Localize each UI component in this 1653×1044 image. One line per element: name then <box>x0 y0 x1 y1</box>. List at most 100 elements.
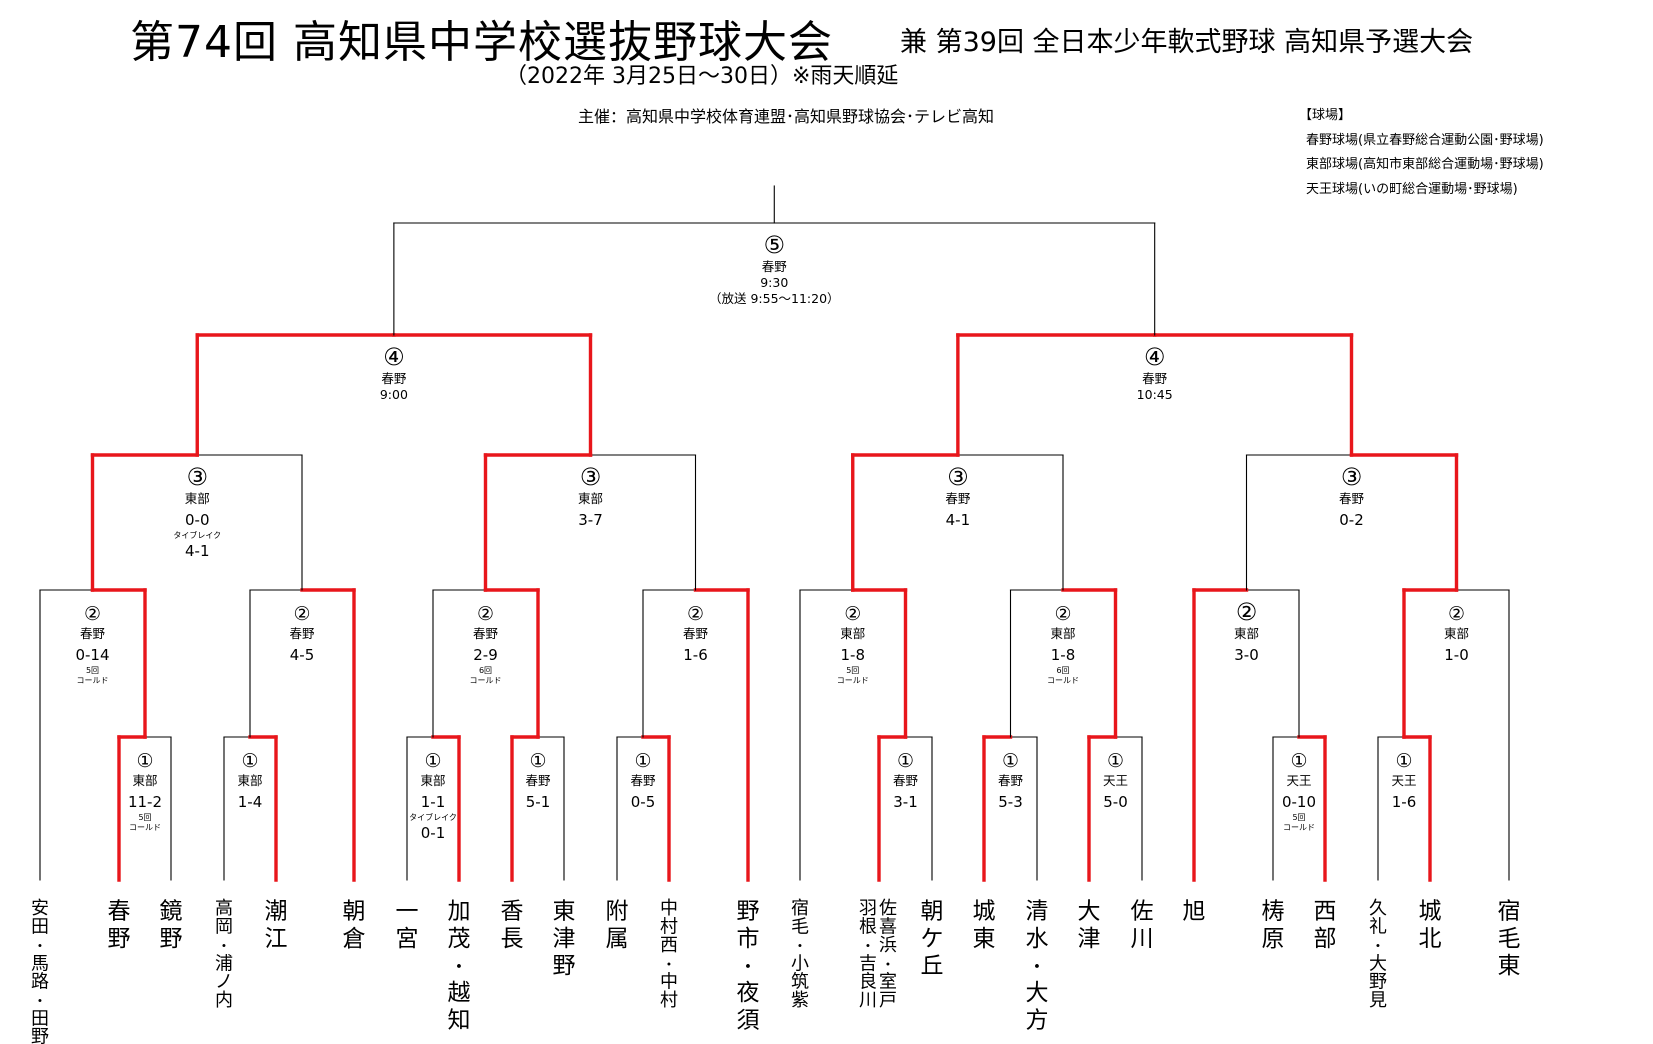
t2-name-char: 野 <box>108 926 131 952</box>
r2m8-venue: 東部 <box>1444 626 1469 641</box>
t6-name-char: 朝 <box>343 899 366 925</box>
t15-name-char: 良 <box>859 972 877 993</box>
r1m1-note-called: コールド <box>129 823 161 832</box>
r3m4-round-label: ③ <box>1341 463 1363 491</box>
t4-name-char: ノ <box>215 972 233 993</box>
r5m1-round-label: ⑤ <box>764 231 786 259</box>
r1m2-score: 1-4 <box>238 793 263 811</box>
t1-name-char: 野 <box>31 1027 49 1044</box>
r3m4-venue: 春野 <box>1339 491 1365 506</box>
venue-item-tenno: 天王球場(いの町総合運動場･野球場) <box>1306 181 1518 197</box>
r4m2-venue: 春野 <box>1142 371 1168 386</box>
t22-name-char: 梼 <box>1262 899 1285 925</box>
t4-name-char: ・ <box>217 939 231 955</box>
t13-name-char: 夜 <box>737 980 760 1006</box>
t24-name-char: 大 <box>1369 953 1387 974</box>
r1m7-venue: 春野 <box>998 773 1024 788</box>
r1m3-venue: 東部 <box>420 773 445 788</box>
t9-name-char: 香 <box>501 899 524 925</box>
venue-item-haruno: 春野球場(県立春野総合運動公園･野球場) <box>1306 132 1544 148</box>
r2m2-round-label: ② <box>293 603 310 625</box>
page-subtitle: 兼 第39回 全日本少年軟式野球 高知県予選大会 <box>900 27 1474 58</box>
r1m1-score: 11-2 <box>128 793 162 811</box>
t11-name-char: 属 <box>606 926 629 952</box>
t13-name-char: 野 <box>737 899 760 925</box>
t12-name-char: 中 <box>660 898 678 919</box>
r1m1-round-label: ① <box>136 750 153 772</box>
t26-name-char: 宿 <box>1498 899 1521 925</box>
t15-name-char: 羽 <box>859 898 877 919</box>
t12-name-char: ・ <box>662 957 676 973</box>
r3m1-venue: 東部 <box>185 491 210 506</box>
t1-name-char: 馬 <box>31 953 49 974</box>
t13-name-char: ・ <box>739 957 757 978</box>
r1m3-score: 1-1 <box>421 793 446 811</box>
t18-name-char: 清 <box>1026 899 1049 925</box>
t10-name-char: 津 <box>553 926 576 952</box>
r5m1-time: 9:30 <box>760 275 788 290</box>
r2m8-round-label: ② <box>1448 603 1465 625</box>
r1m2-venue: 東部 <box>237 773 262 788</box>
r2m4-score: 1-6 <box>683 646 708 664</box>
venue-item-tobu: 東部球場(高知市東部総合運動場･野球場) <box>1306 157 1544 172</box>
t8-name-char: 越 <box>448 980 471 1006</box>
t20-name-char: 川 <box>1131 926 1154 952</box>
r2m3-note-innings: 6回 <box>479 666 492 675</box>
t15-name-char: 室 <box>879 972 897 993</box>
r2m5-round-label: ② <box>844 603 861 625</box>
t24-name-char: 久 <box>1369 898 1387 919</box>
t18-name-char: 水 <box>1026 926 1049 952</box>
venue-legend-heading: 【球場】 <box>1299 108 1352 123</box>
r4m1-time: 9:00 <box>380 387 408 402</box>
r2m7-round-label: ② <box>1236 598 1258 626</box>
t1-name-char: 田 <box>31 917 49 938</box>
r1m6-score: 3-1 <box>893 793 918 811</box>
r1m5-venue: 春野 <box>630 773 656 788</box>
t7-name-char: 一 <box>396 899 419 925</box>
t18-name-char: 大 <box>1026 980 1049 1006</box>
page-title: 第74回 高知県中学校選抜野球大会 <box>130 17 833 68</box>
t24-name-char: 礼 <box>1369 917 1387 938</box>
r1m7-round-label: ① <box>1002 750 1019 772</box>
r1m3-score-2: 0-1 <box>421 824 446 842</box>
r4m2-time: 10:45 <box>1137 387 1173 402</box>
t13-name-char: 須 <box>737 1007 760 1033</box>
r1m1-venue: 東部 <box>132 773 157 788</box>
r1m10-score: 1-6 <box>1392 793 1417 811</box>
r2m1-note-innings: 5回 <box>86 666 99 675</box>
t2-name-char: 春 <box>108 899 131 925</box>
r2m6-note-called: コールド <box>1047 676 1079 685</box>
r2m4-round-label: ② <box>687 603 704 625</box>
t15-name-char: 吉 <box>859 953 877 974</box>
r1m3-round-label: ① <box>424 750 441 772</box>
r3m1-score: 0-0 <box>185 511 210 529</box>
organizer-line: 主催：高知県中学校体育連盟･高知県野球協会･テレビ高知 <box>578 107 995 126</box>
r2m6-score: 1-8 <box>1051 646 1076 664</box>
r2m7-score: 3-0 <box>1234 646 1259 664</box>
venue-legend: 【球場】 春野球場(県立春野総合運動公園･野球場) 東部球場(高知市東部総合運動… <box>1299 104 1544 202</box>
t15-name-char: 喜 <box>879 917 897 938</box>
r2m1-round-label: ② <box>84 603 101 625</box>
t14-name-char: 小 <box>791 953 809 974</box>
r2m5-note-innings: 5回 <box>846 666 859 675</box>
t17-name-char: 東 <box>973 926 996 952</box>
r2m4-venue: 春野 <box>683 626 709 641</box>
t5-name-char: 江 <box>265 926 288 952</box>
r4m2-round-label: ④ <box>1144 343 1166 371</box>
r2m2-score: 4-5 <box>290 646 315 664</box>
r1m2-round-label: ① <box>241 750 258 772</box>
r2m2-venue: 春野 <box>289 626 315 641</box>
t4-name-char: 岡 <box>215 917 233 938</box>
t25-name-char: 北 <box>1419 926 1442 952</box>
t15-name-char: 浜 <box>879 935 897 956</box>
t8-name-char: 茂 <box>448 926 471 952</box>
t6-name-char: 倉 <box>343 926 366 952</box>
r2m3-round-label: ② <box>477 603 494 625</box>
t1-name-char: ・ <box>33 994 47 1010</box>
r1m1-note-innings: 5回 <box>138 813 151 822</box>
t13-name-char: 市 <box>737 926 760 952</box>
r5m1-broadcast: （放送 9:55～11:20） <box>709 291 840 306</box>
t12-name-char: 村 <box>660 990 678 1011</box>
t7-name-char: 宮 <box>396 926 419 952</box>
